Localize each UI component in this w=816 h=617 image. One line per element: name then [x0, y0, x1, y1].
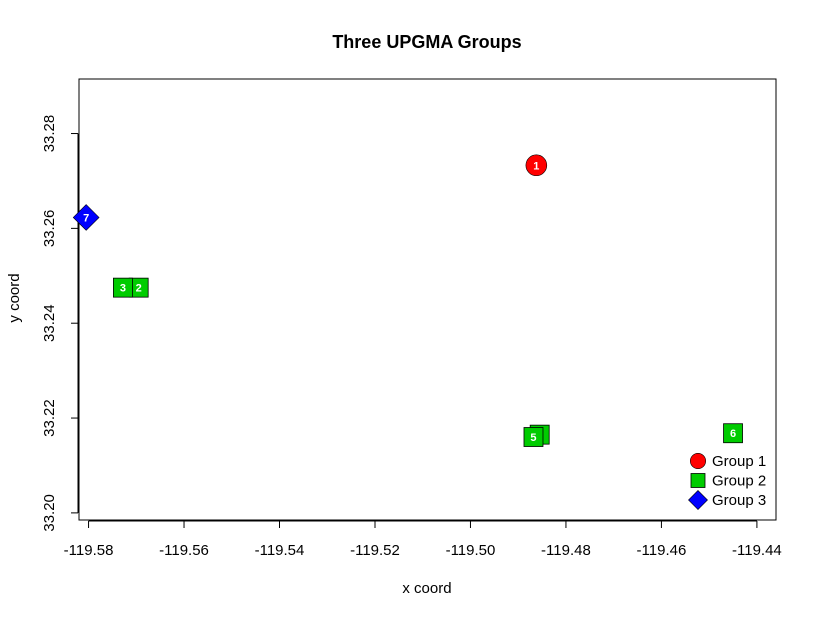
point-label-3: 3 — [120, 283, 126, 295]
point-square-6 — [723, 423, 743, 444]
chart-title: Three UPGMA Groups — [332, 32, 521, 52]
x-axis-label: x coord — [402, 580, 451, 597]
y-tick-label: 33.20 — [41, 494, 58, 532]
point-label-2: 2 — [136, 283, 142, 295]
x-tick-label: -119.56 — [159, 542, 209, 559]
y-tick-label: 33.26 — [41, 210, 58, 248]
x-tick-label: -119.44 — [732, 542, 782, 559]
x-tick-label: -119.58 — [64, 542, 114, 559]
plot-area-frame — [78, 78, 777, 521]
x-tick-label: -119.54 — [255, 542, 305, 559]
legend-marker-circle — [689, 452, 706, 469]
y-tick-label: 33.24 — [41, 304, 58, 342]
x-tick-label: -119.52 — [350, 542, 400, 559]
legend-label: Group 1 — [712, 453, 766, 470]
y-tick-label: 33.22 — [41, 399, 58, 437]
legend: Group 1 Group 2 Group 3 — [688, 452, 766, 510]
y-tick-label: 33.28 — [41, 115, 58, 153]
point-square-5 — [523, 427, 544, 447]
y-axis-label: y coord — [6, 273, 23, 322]
point-diamond-7 — [72, 204, 100, 231]
point-circle-1 — [525, 154, 548, 177]
y-axis: 33.20 33.22 33.24 33.26 33.28 — [41, 115, 79, 532]
point-label-7: 7 — [83, 212, 89, 224]
x-tick-label: -119.48 — [541, 542, 591, 559]
data-points: 1234567 — [72, 154, 743, 447]
legend-label: Group 2 — [712, 473, 766, 490]
x-axis: -119.58 -119.56 -119.54 -119.52 -119.50 -119.… — [64, 520, 782, 559]
x-tick-label: -119.50 — [446, 542, 496, 559]
point-label-6: 6 — [730, 428, 736, 440]
x-tick-label: -119.46 — [637, 542, 687, 559]
point-label-1: 1 — [533, 160, 539, 172]
legend-marker-diamond — [688, 490, 708, 510]
point-label-5: 5 — [530, 432, 536, 444]
legend-label: Group 3 — [712, 492, 766, 509]
point-square-3 — [113, 277, 133, 298]
legend-marker-square — [690, 473, 706, 488]
